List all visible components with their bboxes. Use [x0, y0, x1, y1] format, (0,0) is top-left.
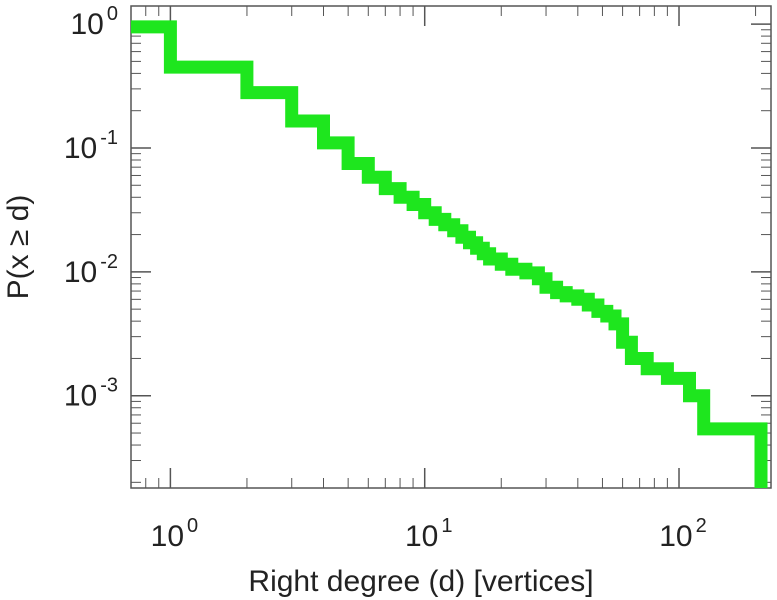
y-axis-label: P(x ≥ d) — [2, 195, 35, 300]
y-tick-label: 10 0 — [71, 3, 119, 41]
x-tick-label: 10 1 — [405, 515, 453, 553]
x-tick-label: 10 2 — [659, 515, 707, 553]
y-tick-label: 10 -1 — [64, 127, 118, 165]
y-tick-label: 10 -2 — [64, 251, 118, 289]
minor-ticks — [130, 6, 771, 488]
x-tick-label: 10 0 — [151, 515, 199, 553]
series-step-line — [131, 20, 768, 488]
major-ticks — [131, 6, 771, 488]
series-layer — [131, 20, 768, 488]
y-tick-label: 10 -3 — [64, 375, 118, 413]
x-tick-labels: 10 0 10 1 10 2 — [151, 515, 707, 553]
x-axis-label: Right degree (d) [vertices] — [248, 565, 593, 598]
plot-frame — [130, 5, 772, 489]
